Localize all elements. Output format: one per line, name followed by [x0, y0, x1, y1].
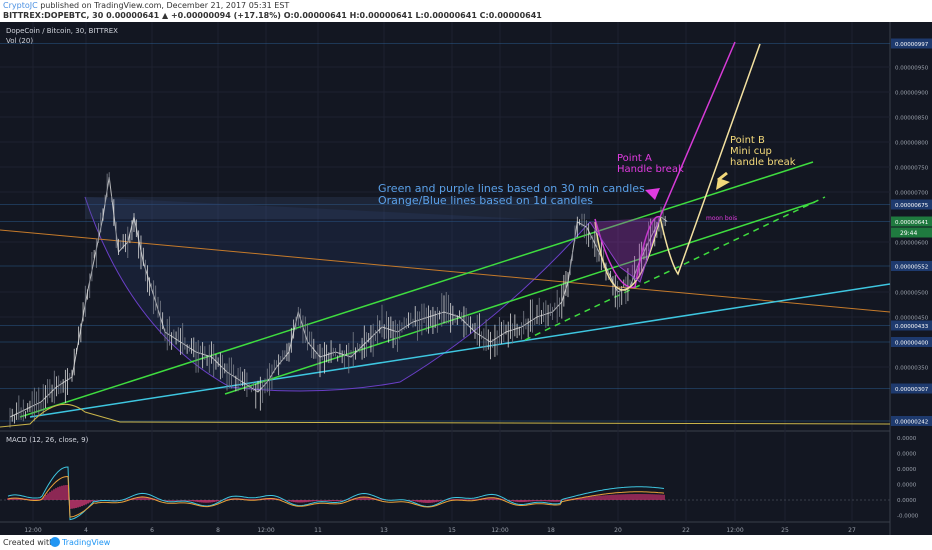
green-channel-lower	[224, 201, 816, 395]
price-badge	[891, 38, 932, 49]
moon-label: moon bois	[706, 215, 737, 222]
macd-line	[7, 466, 665, 521]
publish-header: CryptoJC published on TradingView.com, D…	[0, 0, 932, 22]
macd-legend: MACD (12, 26, close, 9)	[6, 436, 89, 444]
price-badge	[891, 261, 932, 271]
point-a-subtitle: Handle break	[617, 164, 684, 175]
point-a-title: Point A	[617, 153, 652, 164]
point-b-arrow-icon	[716, 178, 730, 190]
footer: Created with TradingView	[0, 535, 932, 550]
volume-legend: Vol (20)	[6, 37, 33, 45]
time-tick-label: 20	[614, 527, 622, 534]
time-tick-label: 6	[150, 527, 154, 534]
grid	[0, 22, 890, 522]
price-badge	[891, 337, 932, 347]
point-b-line2: Mini cup	[730, 146, 772, 157]
macd-axis[interactable]: 0.0000 0.0000 0.0000 0.0000 0.0000 -0.0000	[897, 436, 919, 520]
resistance-zone	[85, 197, 590, 219]
point-a-arrow-icon	[645, 188, 660, 200]
time-tick-label: 12:00	[257, 527, 274, 534]
created-with-label: Created with	[3, 538, 55, 547]
price-badge	[891, 416, 932, 426]
annotation-green-purple: Green and purple lines based on 30 min c…	[378, 182, 645, 195]
time-tick-label: 15	[448, 527, 456, 534]
price-tick-label: 0.00000307	[895, 387, 929, 393]
macd-tick-label: 0.0000	[897, 436, 917, 442]
price-tick-label: 0.00000950	[895, 66, 929, 72]
price-axis[interactable]: 0.00000997 0.00000950 0.00000900 0.00000850…	[891, 38, 932, 427]
time-tick-label: 13	[380, 527, 388, 534]
green-channel-upper	[19, 161, 814, 418]
author-link[interactable]: CryptoJC	[3, 1, 38, 10]
orange-trendline	[0, 229, 891, 313]
price-tick-label: 0.00000800	[895, 141, 929, 147]
symbol-legend: DopeCoin / Bitcoin, 30, BITTREX	[6, 27, 118, 35]
purple-projection	[594, 41, 736, 288]
macd-tick-label: 0.0000	[897, 498, 917, 504]
candles	[9, 172, 666, 428]
price-badge	[891, 383, 932, 394]
price-tick-label: 0.00000552	[895, 265, 928, 271]
handle-triangle	[589, 216, 661, 283]
point-b-title: Point B	[730, 135, 765, 146]
price-tick-label: 0.00000242	[895, 420, 928, 426]
tradingview-brand-link[interactable]: TradingView	[62, 538, 111, 547]
macd-tick-label: -0.0000	[897, 514, 919, 520]
countdown-badge	[891, 227, 932, 238]
time-tick-label: 12:00	[491, 527, 508, 534]
price-tick-label: 0.00000450	[895, 316, 929, 322]
countdown-label: 29:44	[900, 230, 917, 237]
price-tick-label: 0.00000350	[895, 366, 929, 372]
point-b-line3: handle break	[730, 157, 796, 168]
price-tick-label: 0.00000900	[895, 91, 929, 97]
macd-signal-line	[7, 475, 665, 518]
time-tick-label: 25	[781, 527, 789, 534]
annotation-orange-blue: Orange/Blue lines based on 1d candles	[378, 194, 593, 207]
chart-area[interactable]: Green and purple lines based on 30 min c…	[0, 22, 932, 535]
price-tick-label: 0.00000433	[895, 324, 929, 330]
time-tick-label: 8	[216, 527, 220, 534]
price-badge	[891, 199, 932, 210]
price-tick-label: 0.00000997	[895, 42, 929, 48]
publish-text: published on TradingView.com, December 2…	[40, 1, 290, 10]
time-tick-label: 12:00	[24, 527, 41, 534]
blue-trendline	[29, 283, 891, 418]
price-tick-label: 0.00000641	[895, 220, 928, 226]
price-tick-label: 0.00000850	[895, 116, 929, 122]
tradingview-logo-icon	[50, 537, 60, 547]
price-badge	[891, 320, 932, 331]
horizontal-levels	[0, 43, 890, 422]
price-tick-label: 0.00000750	[895, 166, 929, 172]
macd-tick-label: 0.0000	[897, 467, 917, 473]
macd-tick-label: 0.0000	[897, 483, 917, 489]
chart-svg[interactable]: Green and purple lines based on 30 min c…	[0, 22, 932, 535]
price-tick-label: 0.00000675	[895, 203, 929, 209]
price-tick-label: 0.00000500	[895, 291, 929, 297]
price-tick-label: 0.00000700	[895, 191, 929, 197]
tan-projection	[594, 43, 761, 291]
macd-pane	[0, 432, 890, 535]
volume-line	[0, 403, 891, 428]
time-tick-label: 11	[314, 527, 322, 534]
time-tick-label: 22	[682, 527, 690, 534]
time-tick-label: 12:00	[726, 527, 743, 534]
publish-line: CryptoJC published on TradingView.com, D…	[3, 1, 289, 10]
point-b-arrow-shaft	[717, 171, 728, 182]
ohlc-line: BITTREX:DOPEBTC, 30 0.00000641 ▲ +0.0000…	[3, 11, 542, 20]
time-axis[interactable]: 12:00 4 6 8 12:00 11 13 15 12:00 18 20 22 12:00 25 27	[24, 527, 856, 534]
price-tick-label: 0.00000600	[895, 241, 929, 247]
time-tick-label: 4	[84, 527, 88, 534]
time-tick-label: 18	[547, 527, 555, 534]
price-badge	[891, 216, 932, 227]
price-tick-label: 0.00000400	[895, 341, 929, 347]
macd-tick-label: 0.0000	[897, 452, 917, 458]
time-tick-label: 27	[848, 527, 856, 534]
